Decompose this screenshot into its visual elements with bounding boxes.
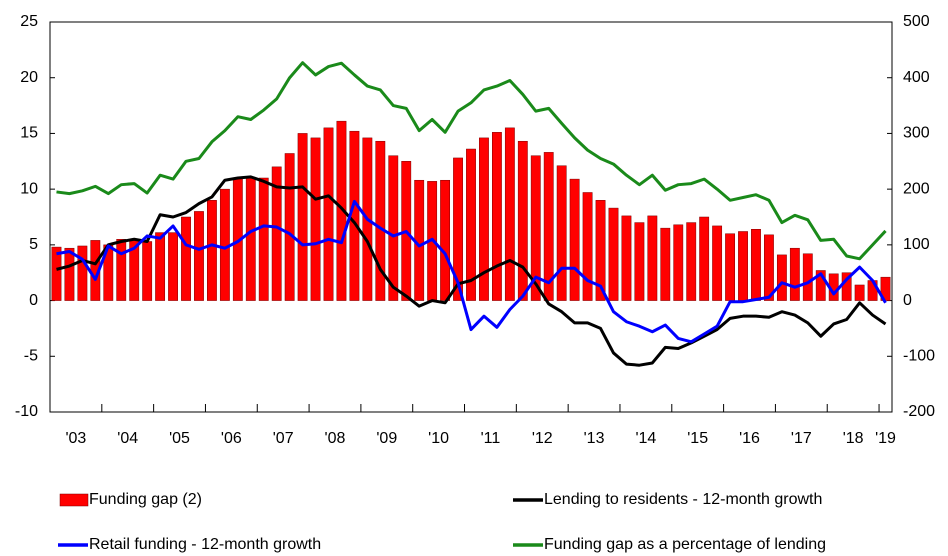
bar — [854, 284, 865, 301]
legend-label: Lending to residents - 12-month growth — [544, 491, 822, 508]
legend-swatch — [59, 493, 89, 507]
x-tick-label: '03 — [65, 430, 86, 447]
bar — [207, 200, 217, 301]
x-tick-label: '06 — [221, 430, 242, 447]
bar — [776, 254, 787, 301]
x-tick-label: '08 — [325, 430, 346, 447]
bar — [660, 227, 671, 301]
x-tick-label: '05 — [169, 430, 190, 447]
line-series — [56, 199, 887, 344]
bar — [673, 224, 684, 301]
x-tick-label: '19 — [875, 430, 896, 447]
bar — [802, 253, 813, 301]
bar — [815, 270, 826, 301]
x-tick-label: '07 — [273, 430, 294, 447]
bar — [375, 140, 386, 301]
bar — [764, 234, 774, 301]
y-tick-label: 5 — [29, 236, 38, 253]
bar — [634, 222, 645, 301]
bar — [647, 215, 658, 301]
x-tick-label: '14 — [635, 430, 656, 447]
bar — [738, 231, 748, 301]
y-tick-label: 25 — [20, 13, 38, 30]
bar — [440, 179, 451, 301]
bar — [543, 152, 554, 301]
bar — [388, 155, 399, 301]
bar — [181, 216, 191, 301]
bar — [621, 215, 632, 301]
bar — [245, 177, 256, 301]
line-series — [56, 175, 887, 367]
bar — [712, 225, 723, 301]
bar — [194, 211, 204, 301]
bar — [595, 200, 606, 301]
x-tick-label: '13 — [584, 430, 605, 447]
x-tick-label: '15 — [687, 430, 708, 447]
y-tick-label: 20 — [20, 69, 38, 86]
y2-tick-label: 300 — [903, 125, 930, 142]
y2-tick-label: 400 — [903, 69, 930, 86]
y2-tick-label: -200 — [903, 403, 935, 420]
bar — [323, 127, 334, 301]
bar — [310, 137, 321, 301]
bar — [284, 153, 295, 301]
bar — [686, 222, 697, 301]
y-tick-label: 0 — [29, 292, 38, 309]
bar — [453, 157, 463, 301]
bar — [556, 165, 567, 301]
bar — [258, 177, 269, 301]
bar — [789, 247, 800, 301]
y2-tick-label: 0 — [903, 292, 912, 309]
bar — [699, 216, 710, 301]
bar — [64, 247, 75, 301]
bar — [77, 245, 88, 301]
bar — [116, 239, 127, 301]
bar — [491, 132, 502, 301]
y2-tick-label: 200 — [903, 180, 930, 197]
bar — [466, 148, 476, 301]
y2-tick-label: -100 — [903, 348, 935, 365]
bar — [168, 232, 178, 301]
x-tick-label: '12 — [532, 430, 553, 447]
x-tick-label: '10 — [428, 430, 449, 447]
y-tick-label: 15 — [20, 125, 38, 142]
bar — [155, 232, 166, 301]
bar — [479, 137, 489, 301]
legend-label: Funding gap (2) — [89, 491, 202, 508]
bar — [271, 166, 282, 301]
bar — [297, 133, 308, 301]
x-tick-label: '16 — [739, 430, 760, 447]
bar — [142, 241, 153, 301]
bar — [530, 155, 541, 301]
y2-tick-label: 500 — [903, 13, 930, 30]
bar — [504, 127, 515, 301]
legend-label: Funding gap as a percentage of lending — [544, 536, 826, 553]
bar — [582, 192, 593, 301]
y-tick-label: -10 — [15, 403, 38, 420]
legend-label: Retail funding - 12-month growth — [89, 536, 321, 553]
line-series — [56, 61, 887, 261]
x-tick-label: '18 — [843, 430, 864, 447]
x-tick-label: '17 — [791, 430, 812, 447]
y2-tick-label: 100 — [903, 236, 930, 253]
bar — [725, 233, 735, 301]
x-tick-label: '11 — [481, 430, 501, 447]
y-tick-label: 10 — [20, 180, 38, 197]
bar — [51, 246, 62, 301]
bar — [569, 178, 580, 301]
x-tick-label: '04 — [117, 430, 138, 447]
bar — [608, 207, 619, 301]
bar — [336, 120, 347, 301]
bar — [517, 140, 528, 301]
bar — [751, 229, 761, 301]
plot-frame — [49, 21, 893, 413]
y-tick-label: -5 — [24, 348, 38, 365]
x-tick-label: '09 — [376, 430, 397, 447]
